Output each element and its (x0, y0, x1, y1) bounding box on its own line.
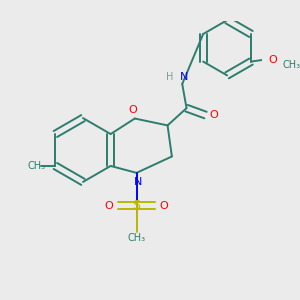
Text: H: H (167, 72, 174, 82)
Text: O: O (268, 55, 277, 65)
Text: S: S (133, 199, 140, 212)
Text: O: O (129, 105, 137, 115)
Text: CH₃: CH₃ (282, 60, 300, 70)
Text: CH₃: CH₃ (27, 161, 45, 171)
Text: O: O (209, 110, 218, 120)
Text: O: O (104, 201, 113, 211)
Text: O: O (160, 201, 169, 211)
Text: N: N (180, 72, 188, 82)
Text: N: N (134, 177, 142, 187)
Text: CH₃: CH₃ (128, 233, 146, 243)
